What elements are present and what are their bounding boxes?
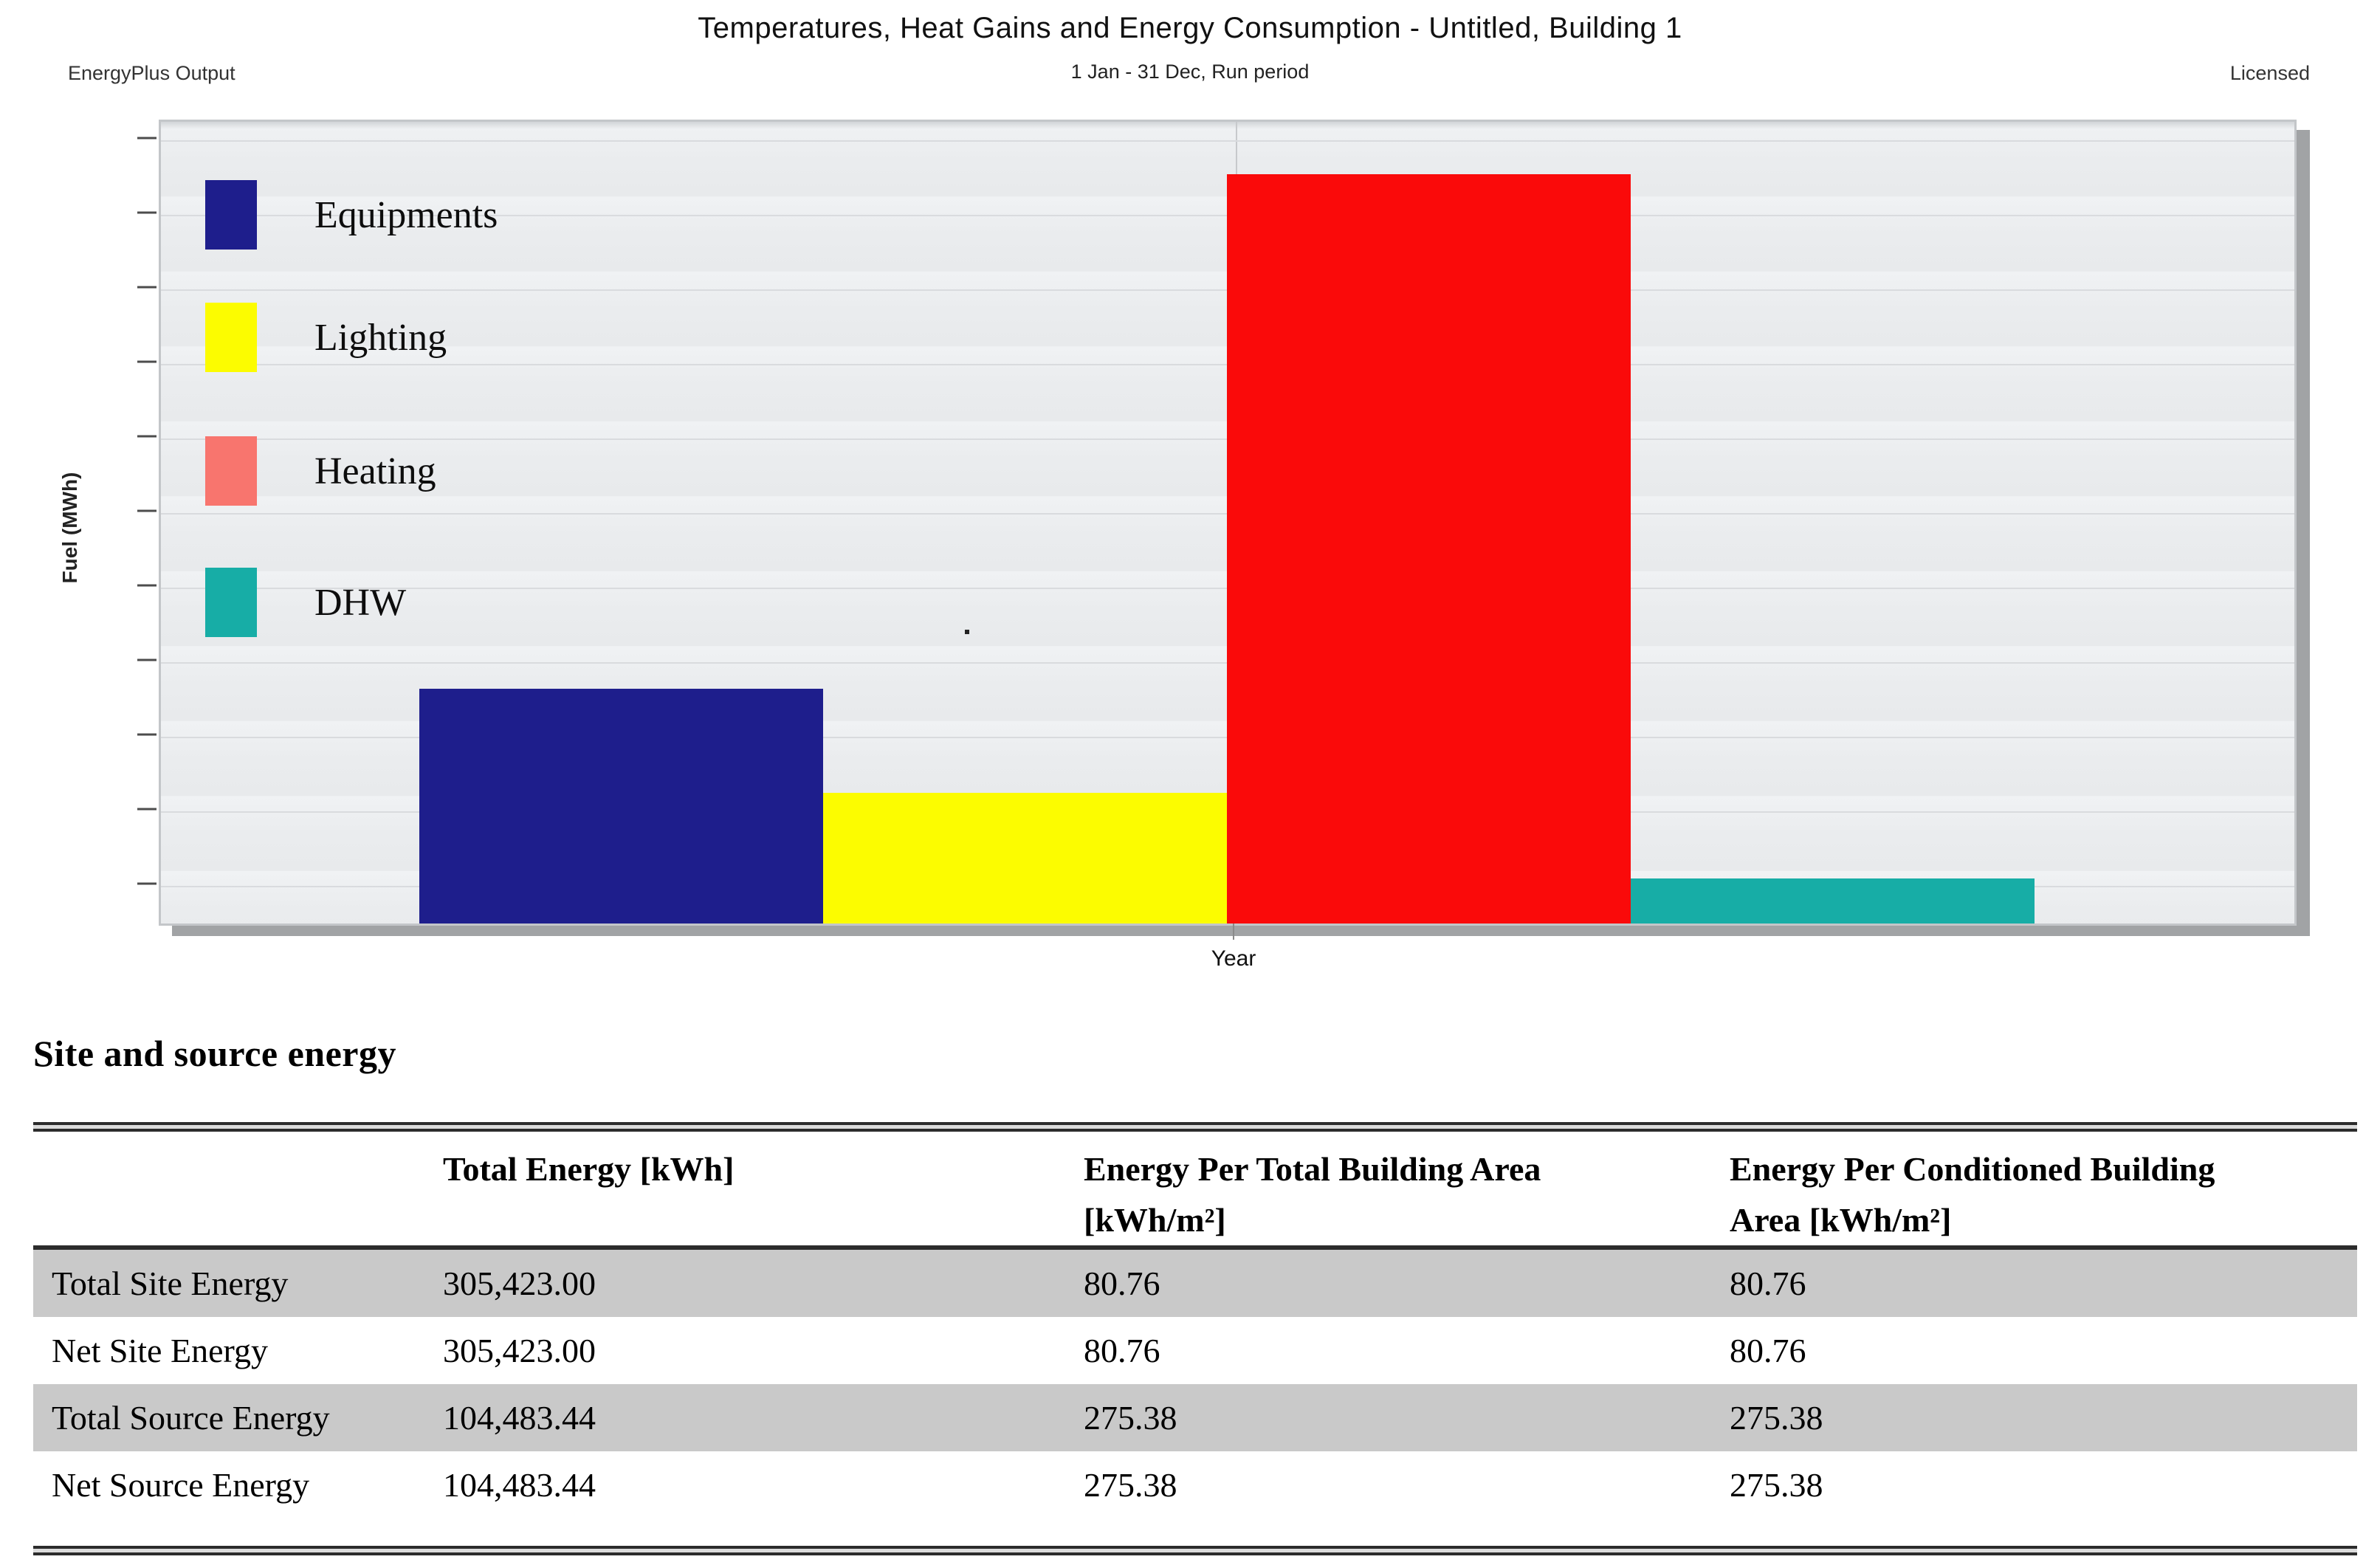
x-axis-tick-mark [1233,923,1234,940]
table-header-cell-3: Energy Per Conditioned Building Area [kW… [1730,1150,2215,1239]
energyplus-output-label: EnergyPlus Output [68,62,235,84]
row-value-1: 275.38 [1084,1465,1177,1504]
y-tick-mark-130 [137,286,157,289]
y-tick-mark-100 [137,509,157,512]
legend-label-equipments: Equipments [314,193,498,236]
legend-label-lighting: Lighting [314,316,447,359]
y-tick-mark-90 [137,584,157,587]
table-row-0: Total Site Energy 305,423.00 80.76 80.76 [33,1250,2357,1317]
legend-label-heating: Heating [314,450,436,492]
legend-swatch-heating [205,436,257,506]
table-row-1: Net Site Energy 305,423.00 80.76 80.76 [33,1317,2357,1384]
table-top-rule [33,1122,2357,1132]
table-header-cell-1: Total Energy [kWh] [443,1150,735,1188]
x-axis-title: Year [1211,946,1256,971]
y-tick-mark-120 [137,360,157,363]
legend-swatch-dhw [205,568,257,637]
bar-heating [1227,173,1631,923]
table-body: Total Site Energy 305,423.00 80.76 80.76 Net… [33,1250,2357,1518]
legend-item-lighting: Lighting [205,303,447,372]
table-header-rule [33,1245,2357,1250]
bar-lighting [823,793,1227,923]
table-header-row: Total Energy [kWh] Energy Per Total Build… [33,1132,2357,1245]
row-value-0: 305,423.00 [443,1331,596,1369]
row-value-2: 275.38 [1730,1398,1823,1437]
table-row-3: Net Source Energy 104,483.44 275.38 275.38 [33,1451,2357,1518]
y-tick-mark-140 [137,211,157,214]
table-header-cell-2: Energy Per Total Building Area [kWh/m²] [1084,1150,1541,1239]
row-label: Net Site Energy [52,1331,268,1369]
row-value-2: 275.38 [1730,1465,1823,1504]
row-label: Total Source Energy [52,1398,330,1437]
y-axis-title: Fuel (MWh) [58,472,81,584]
legend-swatch-lighting [205,303,257,372]
site-and-source-energy-section: Site and source energy Total Energy [kWh… [33,1032,2357,1555]
legend-label-dhw: DHW [314,581,407,624]
section-heading: Site and source energy [33,1033,396,1074]
legend-item-dhw: DHW [205,568,406,637]
legend-swatch-equipments [205,180,257,250]
gridline-150 [161,140,2294,142]
legend-item-heating: Heating [205,436,436,506]
table-bottom-rule [33,1546,2357,1555]
page-title: Temperatures, Heat Gains and Energy Cons… [698,12,1682,44]
row-label: Total Site Energy [52,1264,289,1302]
row-value-1: 80.76 [1084,1331,1160,1369]
row-value-1: 80.76 [1084,1264,1160,1302]
bar-chart-plot-area: Equipments Lighting Heating DHW [159,120,2297,926]
table-bottom-spacer [33,1518,2357,1546]
row-value-1: 275.38 [1084,1398,1177,1437]
table-row-2: Total Source Energy 104,483.44 275.38 275.3… [33,1384,2357,1451]
row-value-0: 305,423.00 [443,1264,596,1302]
y-tick-mark-60 [137,808,157,811]
y-tick-mark-50 [137,882,157,885]
bar-dhw [1631,878,2035,923]
row-value-0: 104,483.44 [443,1398,596,1437]
row-value-0: 104,483.44 [443,1465,596,1504]
y-tick-mark-80 [137,658,157,661]
y-tick-mark-70 [137,733,157,736]
y-tick-mark-150 [137,137,157,140]
row-value-2: 80.76 [1730,1264,1806,1302]
row-label: Net Source Energy [52,1465,310,1504]
y-tick-mark-110 [137,435,157,438]
page-subtitle: 1 Jan - 31 Dec, Run period [1070,61,1310,83]
table-header-cell-0 [33,1143,443,1245]
stray-dot-artifact [965,630,969,634]
legend-item-equipments: Equipments [205,180,498,250]
licensed-label: Licensed [2229,62,2310,84]
row-value-2: 80.76 [1730,1331,1806,1369]
bar-equipments [419,688,823,923]
